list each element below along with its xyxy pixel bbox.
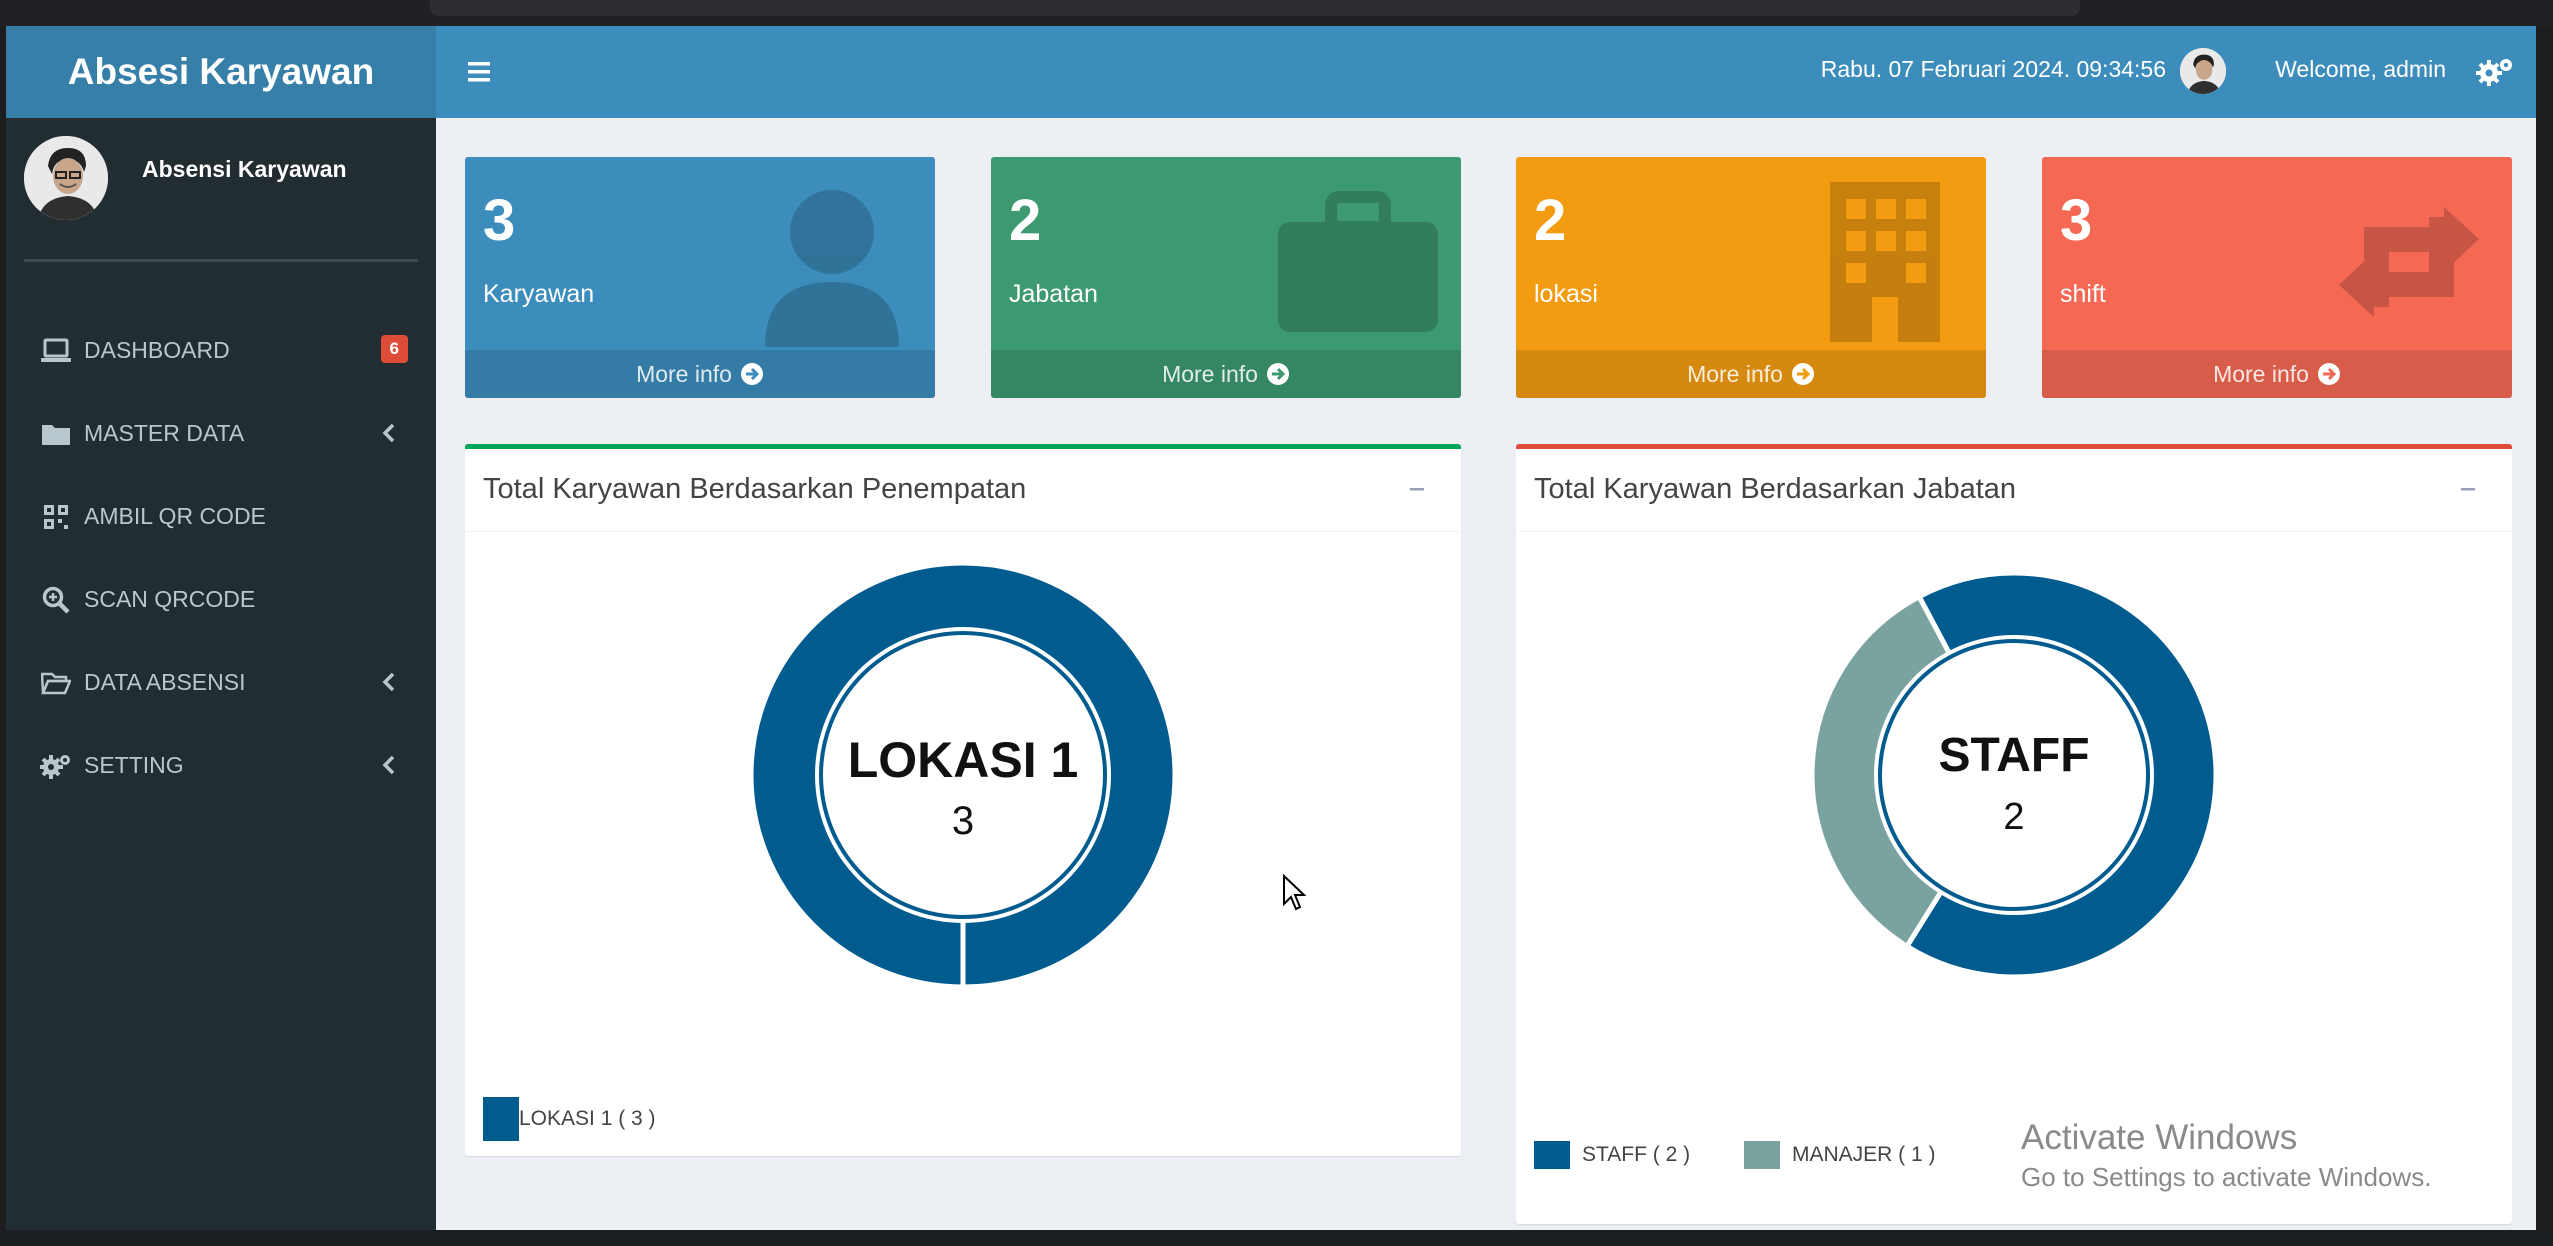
stat-box-lokasi: 2 lokasi More info bbox=[1516, 157, 1986, 398]
minimize-icon[interactable] bbox=[1407, 473, 1427, 493]
stat-box-shift: 3 shift More info bbox=[2042, 157, 2512, 398]
chevron-left-icon bbox=[382, 672, 395, 692]
sidebar-item-label: DASHBOARD bbox=[84, 337, 230, 363]
more-info-label: More info bbox=[636, 360, 732, 387]
legend-label: LOKASI 1 ( 3 ) bbox=[519, 1107, 656, 1130]
donut-center-label: STAFF bbox=[1938, 729, 2089, 782]
qrcode-icon bbox=[38, 501, 74, 533]
stat-value: 2 bbox=[1009, 188, 1042, 253]
user-menu-welcome[interactable]: Welcome, admin bbox=[2275, 56, 2446, 82]
avatar[interactable] bbox=[2180, 48, 2226, 94]
user-panel: Absensi Karyawan bbox=[24, 136, 424, 236]
more-info-label: More info bbox=[2213, 360, 2309, 387]
building-icon bbox=[1830, 182, 1940, 342]
notification-badge: 6 bbox=[380, 335, 408, 363]
windows-activation-title: Activate Windows bbox=[2021, 1118, 2298, 1157]
sidebar-item-label: DATA ABSENSI bbox=[84, 669, 246, 695]
arrow-circle-right-icon bbox=[1266, 363, 1289, 385]
sidebar-menu: DASHBOARD 6 MASTER DATA AMBIL QR CODE bbox=[6, 309, 436, 807]
sidebar-item-master-data[interactable]: MASTER DATA bbox=[6, 392, 436, 475]
donut-center-label: LOKASI 1 bbox=[848, 732, 1079, 788]
donut-center-value: 3 bbox=[952, 799, 974, 843]
laptop-icon bbox=[38, 335, 74, 367]
legend-swatch bbox=[1744, 1141, 1780, 1169]
os-taskbar bbox=[0, 1230, 2553, 1246]
user-icon bbox=[765, 190, 899, 347]
legend-item: MANAJER ( 1 ) bbox=[1744, 1141, 1936, 1169]
stat-value: 3 bbox=[483, 188, 516, 253]
sidebar-divider bbox=[24, 259, 418, 262]
sidebar-item-scan-qrcode[interactable]: SCAN QRCODE bbox=[6, 558, 436, 641]
stat-box-karyawan: 3 Karyawan More info bbox=[465, 157, 935, 398]
avatar bbox=[24, 136, 108, 220]
more-info-label: More info bbox=[1687, 360, 1783, 387]
legend-item: STAFF ( 2 ) bbox=[1534, 1141, 1690, 1169]
gears-icon[interactable] bbox=[2476, 56, 2514, 86]
sidebar-item-label: AMBIL QR CODE bbox=[84, 503, 266, 529]
gears-icon bbox=[38, 750, 74, 782]
app-logo[interactable]: Absesi Karyawan bbox=[6, 26, 436, 118]
windows-activation-subtitle: Go to Settings to activate Windows. bbox=[2021, 1162, 2432, 1192]
panel-jabatan: Total Karyawan Berdasarkan Jabatan STAFF… bbox=[1516, 444, 2512, 1224]
more-info-link[interactable]: More info bbox=[465, 350, 935, 398]
legend-label: MANAJER ( 1 ) bbox=[1792, 1143, 1936, 1166]
chevron-left-icon bbox=[382, 423, 395, 443]
browser-tab-strip bbox=[0, 0, 2553, 26]
more-info-link[interactable]: More info bbox=[991, 350, 1461, 398]
address-bar[interactable] bbox=[430, 0, 2080, 16]
donut-center-value: 2 bbox=[2003, 796, 2024, 838]
sidebar-item-data-absensi[interactable]: DATA ABSENSI bbox=[6, 641, 436, 724]
panel-divider bbox=[1516, 531, 2512, 532]
stat-value: 3 bbox=[2060, 188, 2093, 253]
search-plus-icon bbox=[38, 584, 74, 616]
panel-title: Total Karyawan Berdasarkan Penempatan bbox=[483, 473, 1027, 505]
stat-value: 2 bbox=[1534, 188, 1567, 253]
arrow-circle-right-icon bbox=[740, 363, 763, 385]
stat-label: Karyawan bbox=[483, 280, 595, 308]
sidebar-item-ambil-qr-code[interactable]: AMBIL QR CODE bbox=[6, 475, 436, 558]
folder-icon bbox=[38, 418, 74, 450]
sidebar-item-label: MASTER DATA bbox=[84, 420, 245, 446]
legend-label: STAFF ( 2 ) bbox=[1582, 1143, 1691, 1166]
sidebar-item-label: SETTING bbox=[84, 752, 184, 778]
stat-label: Jabatan bbox=[1009, 280, 1098, 308]
hamburger-menu-icon[interactable] bbox=[466, 54, 494, 90]
sidebar-item-label: SCAN QRCODE bbox=[84, 586, 256, 612]
chevron-left-icon bbox=[382, 755, 395, 775]
donut-chart-penempatan: LOKASI 1 3 bbox=[748, 560, 1178, 990]
user-name: Absensi Karyawan bbox=[142, 156, 347, 182]
more-info-label: More info bbox=[1162, 360, 1258, 387]
stat-label: shift bbox=[2060, 280, 2106, 308]
top-navbar: Rabu. 07 Februari 2024. 09:34:56 Welcome… bbox=[436, 26, 2536, 118]
folder-open-icon bbox=[38, 667, 74, 699]
more-info-link[interactable]: More info bbox=[1516, 350, 1986, 398]
sidebar: Absesi Karyawan Absensi Karyawan bbox=[6, 26, 436, 1230]
mouse-cursor-icon bbox=[1283, 874, 1306, 911]
current-datetime: Rabu. 07 Februari 2024. 09:34:56 bbox=[1820, 56, 2166, 82]
retweet-icon bbox=[2339, 207, 2479, 317]
panel-divider bbox=[465, 531, 1461, 532]
briefcase-icon bbox=[1278, 191, 1438, 332]
panel-title: Total Karyawan Berdasarkan Jabatan bbox=[1534, 473, 2017, 505]
panel-penempatan: Total Karyawan Berdasarkan Penempatan LO… bbox=[465, 444, 1461, 1156]
donut-chart-jabatan: STAFF 2 bbox=[1809, 570, 2219, 980]
app-window: Absesi Karyawan Absensi Karyawan bbox=[6, 26, 2536, 1230]
legend-swatch bbox=[483, 1097, 519, 1141]
sidebar-item-setting[interactable]: SETTING bbox=[6, 724, 436, 807]
more-info-link[interactable]: More info bbox=[2042, 350, 2512, 398]
stat-box-jabatan: 2 Jabatan More info bbox=[991, 157, 1461, 398]
minimize-icon[interactable] bbox=[2458, 473, 2478, 493]
stat-label: lokasi bbox=[1534, 280, 1598, 308]
legend-swatch bbox=[1534, 1141, 1570, 1169]
legend-item: LOKASI 1 ( 3 ) bbox=[483, 1097, 656, 1141]
arrow-circle-right-icon bbox=[1791, 363, 1814, 385]
sidebar-item-dashboard[interactable]: DASHBOARD 6 bbox=[6, 309, 436, 392]
arrow-circle-right-icon bbox=[2317, 363, 2340, 385]
